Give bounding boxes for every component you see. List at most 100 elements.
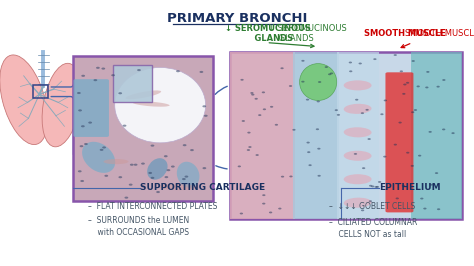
Circle shape [80,145,83,147]
Circle shape [301,60,305,62]
Circle shape [429,184,433,186]
Text: CELLS NOT as tall: CELLS NOT as tall [329,230,407,239]
Circle shape [354,153,357,155]
Ellipse shape [344,174,372,184]
Circle shape [418,155,421,157]
Circle shape [337,114,340,116]
Circle shape [369,185,373,187]
Circle shape [81,75,85,77]
Circle shape [361,112,364,114]
Circle shape [318,81,321,83]
Circle shape [78,170,82,172]
Circle shape [118,92,122,94]
Text: –  CILIATED COLUMNAR: – CILIATED COLUMNAR [329,218,418,227]
Circle shape [349,70,352,72]
Circle shape [309,164,312,166]
Circle shape [369,200,372,202]
Ellipse shape [103,159,128,164]
Circle shape [437,86,440,88]
Circle shape [414,109,417,111]
Circle shape [129,184,133,186]
Circle shape [383,156,386,157]
Circle shape [380,113,383,115]
Circle shape [426,71,429,73]
Ellipse shape [115,68,206,143]
Ellipse shape [344,127,372,137]
Circle shape [255,154,259,156]
Circle shape [164,155,168,157]
Circle shape [137,69,141,71]
Circle shape [182,144,186,146]
Circle shape [166,169,170,171]
Ellipse shape [0,55,47,144]
FancyBboxPatch shape [337,52,379,219]
Circle shape [111,74,115,76]
Circle shape [247,132,251,134]
Circle shape [378,181,381,183]
Circle shape [262,203,265,205]
Circle shape [406,152,410,154]
Circle shape [248,146,252,148]
Circle shape [270,106,273,108]
Circle shape [394,144,397,146]
Circle shape [330,72,333,74]
Circle shape [399,122,402,123]
Circle shape [376,186,379,188]
Circle shape [182,178,186,180]
Circle shape [202,167,206,169]
Circle shape [242,120,245,122]
Circle shape [171,165,175,168]
Circle shape [84,143,88,145]
Circle shape [104,175,108,177]
Circle shape [237,165,241,167]
Circle shape [411,60,415,62]
Circle shape [96,67,100,69]
Circle shape [262,194,265,196]
Ellipse shape [344,104,372,114]
Circle shape [301,81,305,82]
Circle shape [200,71,203,73]
Circle shape [316,128,319,130]
Text: SMOOTH MUSCLE: SMOOTH MUSCLE [365,29,446,38]
Circle shape [411,111,414,113]
Text: with OCCASIONAL GAPS: with OCCASIONAL GAPS [88,228,189,237]
Circle shape [261,186,264,188]
Circle shape [250,92,254,94]
Circle shape [423,208,427,210]
Circle shape [307,142,310,143]
Circle shape [437,208,440,210]
Circle shape [451,132,455,134]
Circle shape [263,108,266,110]
Text: –  SURROUNDS the LUMEN: – SURROUNDS the LUMEN [88,216,189,225]
Ellipse shape [82,142,115,173]
Circle shape [428,131,432,133]
Circle shape [383,99,387,101]
Circle shape [255,98,258,100]
Circle shape [101,68,105,70]
Circle shape [317,148,320,149]
Circle shape [78,109,82,111]
Ellipse shape [344,80,372,90]
Circle shape [410,165,414,167]
Text: PRIMARY BRONCHI: PRIMARY BRONCHI [167,12,307,25]
Circle shape [371,185,374,187]
Circle shape [406,82,409,84]
Circle shape [307,151,310,153]
Circle shape [402,185,405,187]
Circle shape [318,175,321,177]
Circle shape [355,99,358,101]
Circle shape [349,61,352,63]
Circle shape [123,124,127,127]
Text: EPITHELIUM: EPITHELIUM [379,183,441,192]
Circle shape [130,164,134,166]
Circle shape [151,144,155,147]
Circle shape [141,163,145,165]
Circle shape [281,67,284,69]
Circle shape [148,172,152,174]
Ellipse shape [133,101,170,107]
Circle shape [151,177,155,179]
Circle shape [417,85,420,87]
Circle shape [289,176,292,177]
Circle shape [251,94,255,95]
Circle shape [393,54,397,56]
